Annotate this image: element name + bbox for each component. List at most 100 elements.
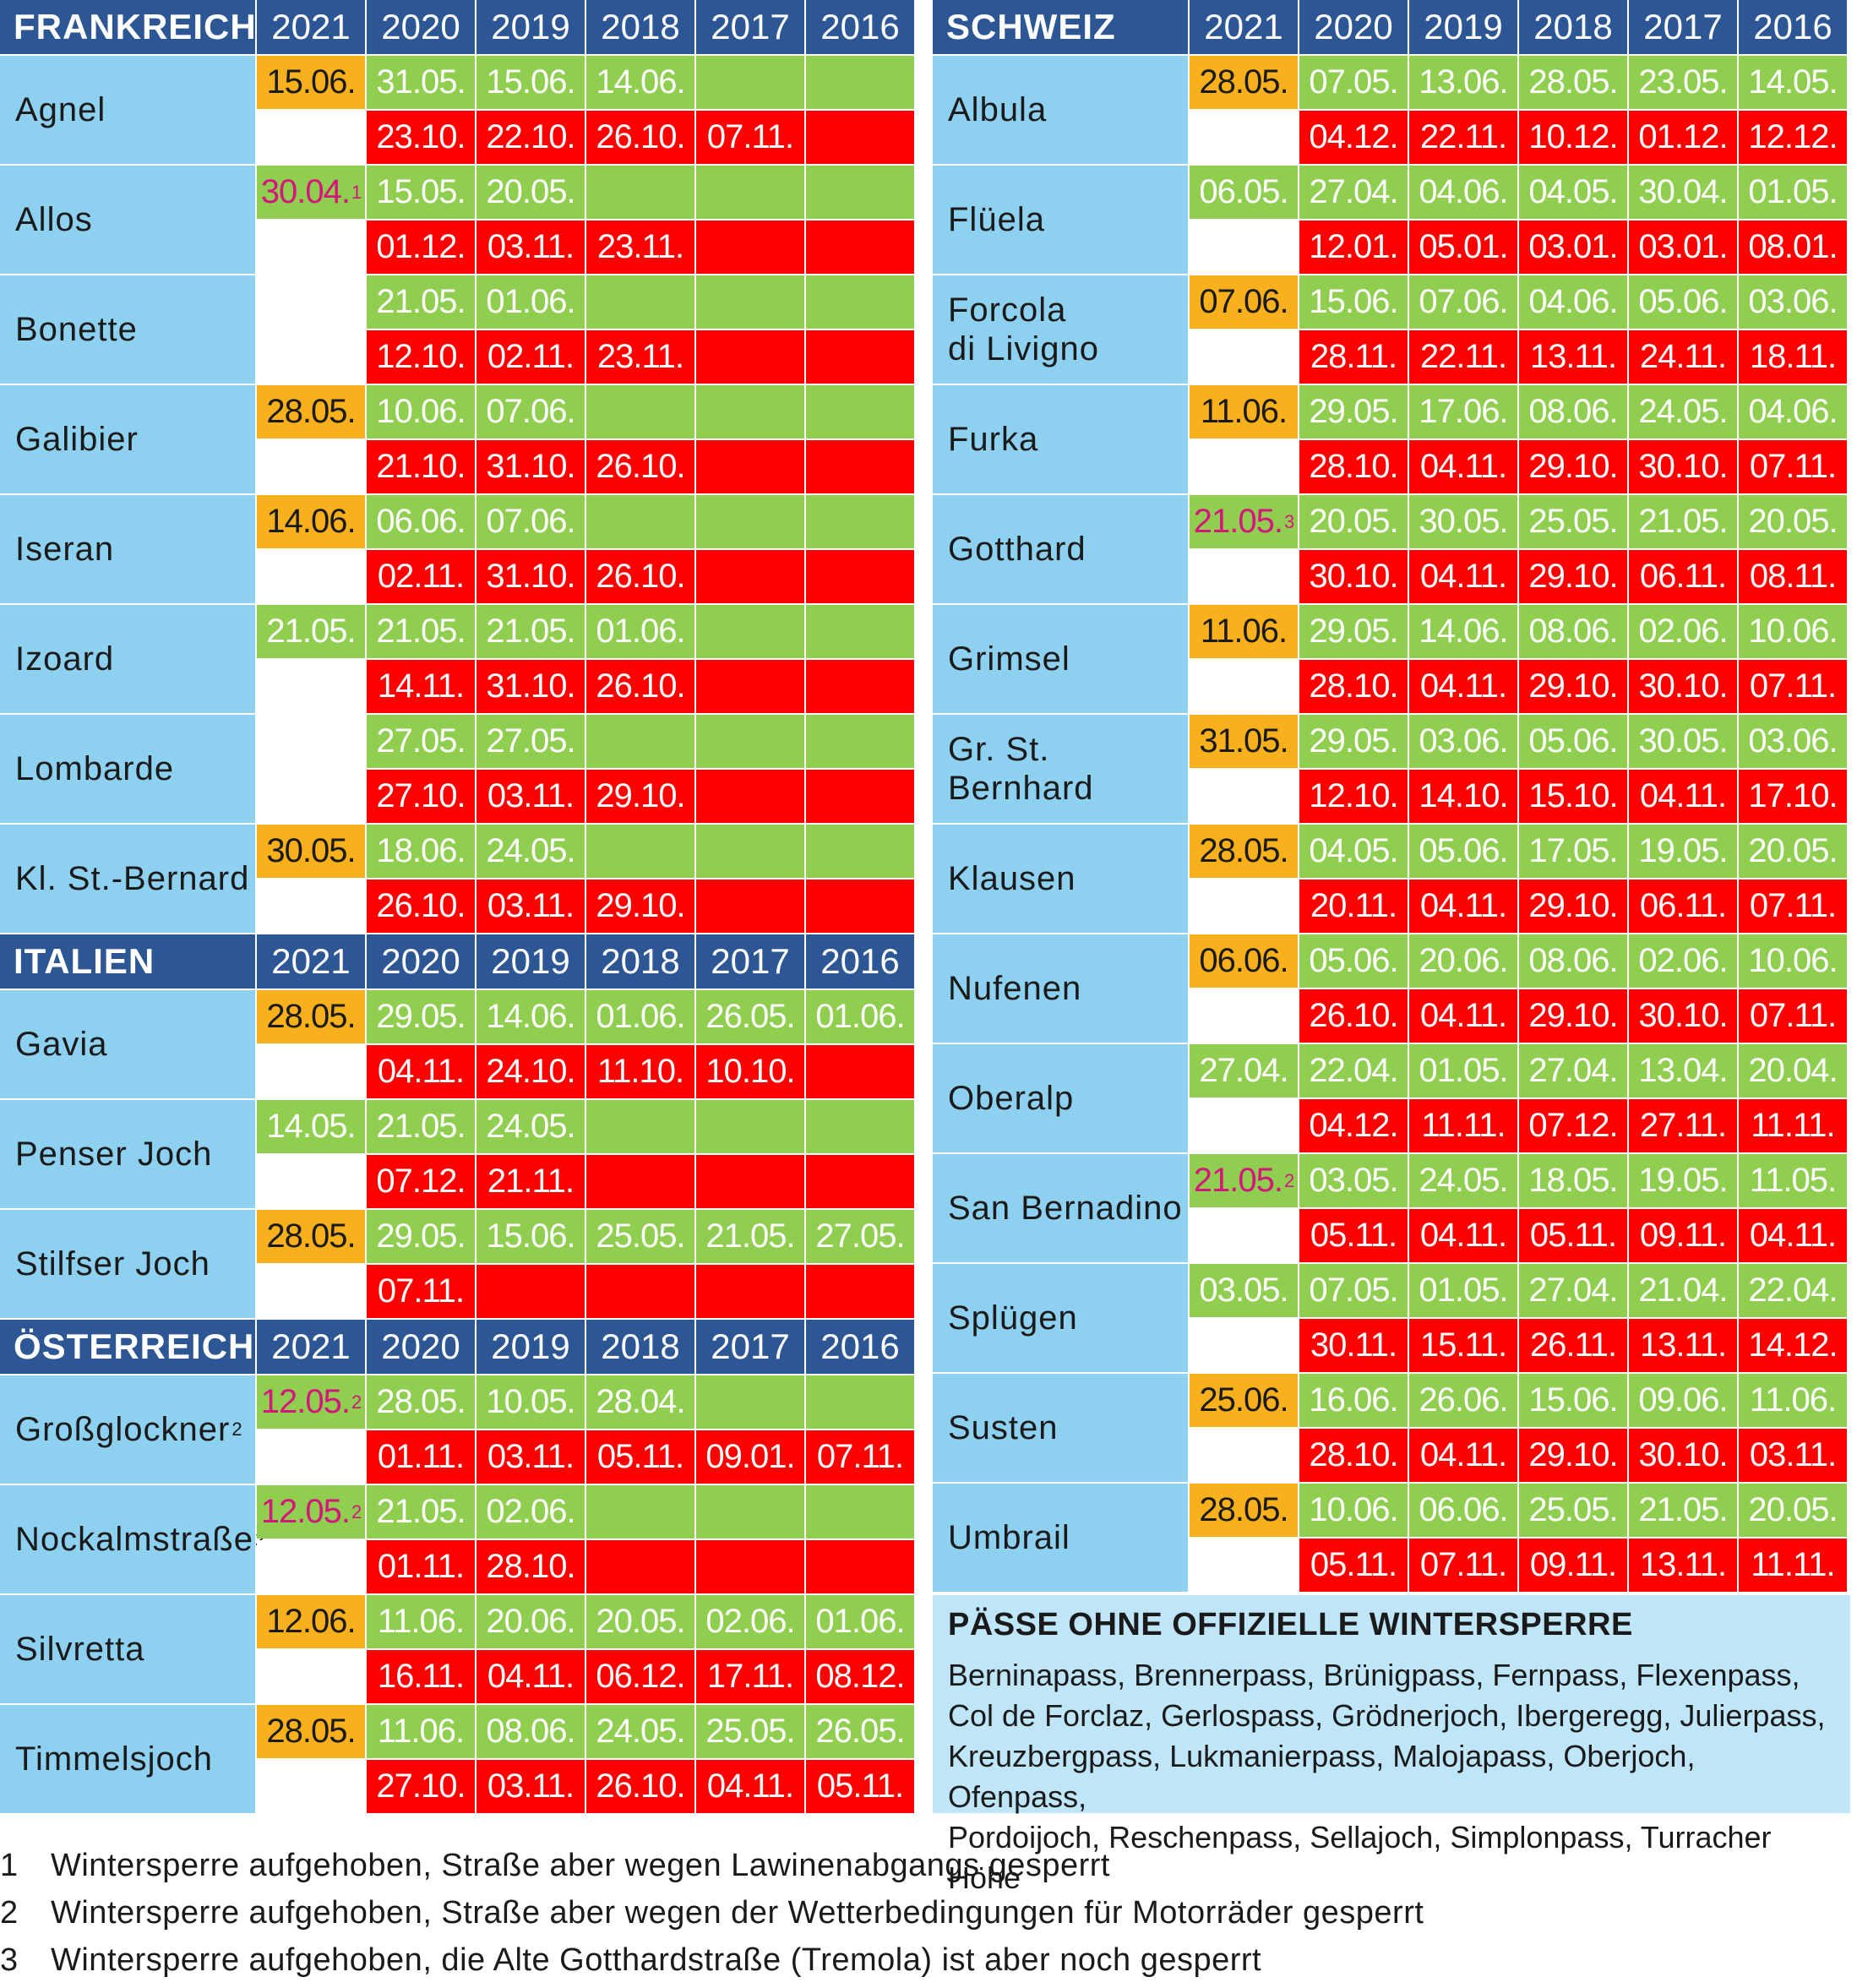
dates-grid: 12.05. 2 28.05. 10.05. 28.04. 01.11. 03.11. 05.… xyxy=(257,1375,914,1485)
dates-grid: 28.05. 29.05. 14.06. 01.06. 26.05. 01.06. 04.1… xyxy=(257,990,914,1100)
opening-date: 14.06. xyxy=(586,56,694,109)
opening-date: 21.04. xyxy=(1629,1264,1737,1317)
pass-row: Lombarde 27.05. 27.05. 27.10. 03.11. 29.10. xyxy=(0,715,918,825)
opening-date: 20.06. xyxy=(477,1595,585,1648)
year-header: 2018 xyxy=(586,0,694,54)
opening-date: 03.05. xyxy=(1299,1154,1408,1207)
pass-row: Grimsel 11.06. 29.05. 14.06. 08.06. 02.06. 10.… xyxy=(933,605,1850,715)
date-2021-text: 28.05. xyxy=(266,1217,356,1255)
date-2021-text: 28.05. xyxy=(266,1713,356,1750)
year-header: 2017 xyxy=(696,0,804,54)
closing-date: 04.12. xyxy=(1299,1099,1408,1152)
opening-date xyxy=(586,495,694,548)
no-closure-title: PÄSSE OHNE OFFIZIELLE WINTERSPERRE xyxy=(948,1607,1633,1642)
opening-date xyxy=(806,495,914,548)
pass-name-text: Stilfser Joch xyxy=(15,1245,210,1283)
closing-date: 04.11. xyxy=(1739,1209,1847,1262)
opening-date: 04.05. xyxy=(1519,166,1627,219)
closing-date: 30.10. xyxy=(1629,1429,1737,1482)
closing-date xyxy=(696,330,804,384)
closing-date: 27.10. xyxy=(367,770,475,823)
dates-grid: 06.05. 27.04. 04.06. 04.05. 30.04. 01.05. 12.0… xyxy=(1190,166,1847,275)
pass-name: Lombarde xyxy=(0,715,255,823)
opening-date xyxy=(806,715,914,768)
opening-date: 01.05. xyxy=(1409,1044,1517,1097)
opening-date: 21.05. xyxy=(367,605,475,658)
pass-row: Splügen 03.05. 07.05. 01.05. 27.04. 21.04. 22.… xyxy=(933,1264,1850,1374)
dates-grid: 28.05. 10.06. 06.06. 25.05. 21.05. 20.05. 05.1… xyxy=(1190,1484,1847,1593)
opening-date: 06.06. xyxy=(367,495,475,548)
year-header: 2021 xyxy=(1190,0,1298,54)
opening-date: 26.05. xyxy=(696,990,804,1043)
opening-date: 01.05. xyxy=(1739,166,1847,219)
pass-name: Forcola di Livigno xyxy=(933,275,1188,384)
opening-date: 21.05. xyxy=(1629,495,1737,548)
opening-date: 07.05. xyxy=(1299,56,1408,109)
closing-date: 22.11. xyxy=(1409,330,1517,384)
pass-row: Nufenen 06.06. 05.06. 20.06. 08.06. 02.06. 10.… xyxy=(933,934,1850,1044)
date-2021: 06.05. xyxy=(1190,166,1298,219)
pass-row: Kl. St.-Bernard 30.05. 18.06. 24.05. 26.10. 0… xyxy=(0,825,918,934)
opening-date xyxy=(696,1485,804,1539)
year-header: 2018 xyxy=(1519,0,1627,54)
date-2021: 25.06. xyxy=(1190,1374,1298,1427)
closing-date: 09.11. xyxy=(1629,1209,1737,1262)
pass-name: Gavia xyxy=(0,990,255,1098)
date-2021: 14.06. xyxy=(257,495,365,548)
country-title: FRANKREICH xyxy=(0,0,256,54)
pass-name: Kl. St.-Bernard xyxy=(0,825,255,933)
closing-date: 29.10. xyxy=(1519,440,1627,493)
date-2021: 21.05. 2 xyxy=(1190,1154,1298,1207)
dates-grid: 21.05. 3 20.05. 30.05. 25.05. 21.05. 20.05. 30.… xyxy=(1190,495,1847,605)
no-closure-line: Kreuzbergpass, Lukmanierpass, Malojapass… xyxy=(948,1739,1696,1814)
opening-date: 29.05. xyxy=(1299,605,1408,658)
pass-name-text: Gavia xyxy=(15,1026,108,1063)
pass-name: Gotthard xyxy=(933,495,1188,603)
pass-name: Timmelsjoch xyxy=(0,1705,255,1813)
closing-date: 23.11. xyxy=(586,330,694,384)
year-header: 2019 xyxy=(477,1320,585,1374)
date-2021-empty xyxy=(1190,1209,1298,1262)
pass-name-text: Susten xyxy=(948,1409,1059,1446)
closing-date xyxy=(477,1265,585,1318)
opening-date: 29.05. xyxy=(367,990,475,1043)
pass-name: Nufenen xyxy=(933,934,1188,1043)
closing-date: 06.11. xyxy=(1629,550,1737,603)
pass-row: Großglockner 2 12.05. 2 28.05. 10.05. 28.04. 01… xyxy=(0,1375,918,1485)
closing-date: 26.10. xyxy=(367,880,475,933)
pass-name: Bonette xyxy=(0,275,255,384)
closing-date: 10.10. xyxy=(696,1045,804,1098)
opening-date: 21.05. xyxy=(367,1100,475,1153)
closing-date: 05.01. xyxy=(1409,221,1517,274)
pass-row: Oberalp 27.04. 22.04. 01.05. 27.04. 13.04. 20.… xyxy=(933,1044,1850,1154)
opening-date: 10.06. xyxy=(367,385,475,438)
date-2021: 28.05. xyxy=(1190,56,1298,109)
closing-date: 30.10. xyxy=(1629,440,1737,493)
pass-name-text: Galibier xyxy=(15,421,139,458)
closing-date: 27.11. xyxy=(1629,1099,1737,1152)
opening-date xyxy=(696,166,804,219)
pass-name-text: Nockalmstraße xyxy=(15,1521,253,1558)
pass-name-text: Splügen xyxy=(948,1299,1078,1337)
closing-date xyxy=(806,440,914,493)
opening-date: 20.05. xyxy=(1739,495,1847,548)
closing-date: 27.10. xyxy=(367,1760,475,1813)
pass-name-text: Oberalp xyxy=(948,1080,1075,1117)
date-2021-text: 21.05. xyxy=(266,613,356,650)
closing-date: 29.10. xyxy=(1519,660,1627,713)
date-2021-text: 21.05. xyxy=(1193,503,1283,540)
closing-date: 24.11. xyxy=(1629,330,1737,384)
closing-date: 09.01. xyxy=(696,1430,804,1484)
footnote-text: Wintersperre aufgehoben, Straße aber weg… xyxy=(51,1894,1424,1931)
closing-date: 01.11. xyxy=(367,1540,475,1593)
date-2021-text: 11.06. xyxy=(1200,393,1288,430)
opening-date: 30.05. xyxy=(1629,715,1737,768)
closing-date: 06.11. xyxy=(1629,880,1737,933)
date-2021-text: 25.06. xyxy=(1199,1381,1288,1419)
year-header: 2016 xyxy=(806,0,914,54)
opening-date: 09.06. xyxy=(1629,1374,1737,1427)
opening-date: 27.04. xyxy=(1519,1264,1627,1317)
closing-date: 28.10. xyxy=(1299,660,1408,713)
dates-grid: 11.06. 29.05. 17.06. 08.06. 24.05. 04.06. 28.1… xyxy=(1190,385,1847,495)
opening-date: 04.06. xyxy=(1519,275,1627,329)
